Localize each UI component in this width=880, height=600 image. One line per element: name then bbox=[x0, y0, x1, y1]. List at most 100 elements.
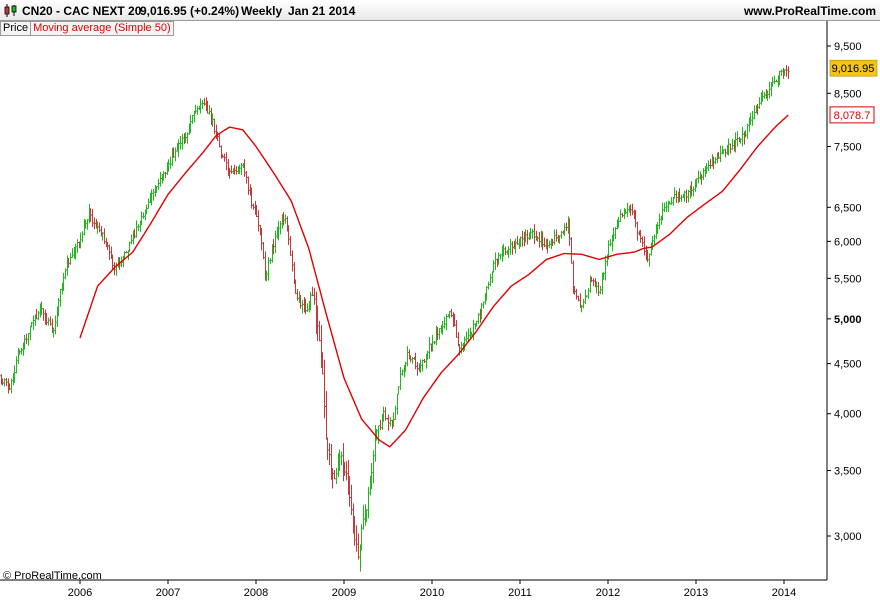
price-bar bbox=[705, 163, 708, 174]
price-bar bbox=[590, 276, 593, 283]
price-bar bbox=[480, 303, 483, 320]
price-bar bbox=[489, 273, 492, 287]
price-bar bbox=[199, 98, 202, 114]
price-bar bbox=[299, 294, 302, 309]
price-bar bbox=[108, 244, 111, 260]
price-bar bbox=[538, 231, 541, 248]
price-bar bbox=[135, 220, 138, 238]
price-bar bbox=[152, 188, 155, 201]
price-bar bbox=[243, 159, 246, 177]
price-bar bbox=[673, 187, 676, 199]
price-bar bbox=[397, 386, 400, 395]
price-bar bbox=[516, 235, 519, 245]
price-bar bbox=[282, 212, 285, 226]
y-tick-label: 3,500 bbox=[834, 465, 862, 477]
price-bar bbox=[309, 291, 312, 311]
price-bar bbox=[172, 147, 175, 158]
y-tick-label: 6,500 bbox=[834, 202, 862, 214]
price-bar bbox=[592, 278, 595, 287]
price-bar bbox=[76, 239, 79, 254]
y-tick-label: 3,000 bbox=[834, 531, 862, 543]
price-bar bbox=[428, 336, 431, 359]
price-bar bbox=[313, 287, 316, 305]
price-bar bbox=[365, 509, 368, 523]
price-bar bbox=[348, 475, 351, 507]
price-bar bbox=[62, 272, 65, 291]
price-bar bbox=[763, 92, 766, 99]
price-bar bbox=[194, 104, 197, 114]
price-bar bbox=[463, 336, 466, 351]
price-bar bbox=[272, 238, 275, 255]
price-bar bbox=[287, 225, 290, 246]
price-bar bbox=[30, 321, 33, 328]
price-bar bbox=[52, 327, 55, 338]
price-bar bbox=[355, 525, 358, 552]
price-bar bbox=[541, 231, 544, 251]
price-bar bbox=[296, 289, 299, 301]
price-bar bbox=[208, 104, 211, 115]
price-bar bbox=[646, 250, 649, 263]
price-bar bbox=[89, 208, 92, 222]
price-bar bbox=[133, 228, 136, 239]
price-bar bbox=[29, 326, 32, 341]
price-bar bbox=[453, 313, 456, 327]
price-bar bbox=[785, 65, 788, 77]
price-bar bbox=[15, 356, 18, 374]
legend-moving-average[interactable]: Moving average (Simple 50) bbox=[31, 21, 174, 36]
price-bar bbox=[157, 178, 160, 190]
price-bar bbox=[533, 224, 536, 245]
price-bar bbox=[84, 219, 87, 229]
last-price-label: 9,016.95 bbox=[832, 63, 875, 75]
price-bar bbox=[186, 132, 189, 144]
price-bar bbox=[656, 222, 659, 235]
y-tick-label: 4,000 bbox=[834, 409, 862, 421]
price-bar bbox=[181, 134, 184, 150]
legend-price[interactable]: Price bbox=[0, 21, 32, 36]
price-bar bbox=[69, 253, 72, 265]
price-bar bbox=[406, 346, 409, 367]
y-axis: 3,000 3,500 4,000 4,500 5,000 5,500 6,000 6,500… bbox=[827, 41, 862, 543]
price-bar bbox=[639, 229, 642, 243]
price-bar bbox=[252, 203, 255, 210]
price-bar bbox=[362, 504, 365, 530]
price-bar bbox=[269, 258, 272, 264]
price-bar bbox=[536, 235, 539, 242]
price-badges: 9,016.95 8,078.7 bbox=[829, 59, 878, 124]
price-bar bbox=[335, 468, 338, 484]
price-bar bbox=[164, 171, 167, 179]
period-label[interactable]: Weekly bbox=[241, 4, 283, 18]
price-bar bbox=[79, 232, 82, 249]
price-bar bbox=[20, 347, 23, 355]
price-bar bbox=[262, 241, 265, 260]
price-bar bbox=[756, 104, 759, 115]
price-bar bbox=[221, 154, 224, 158]
price-bar bbox=[548, 240, 551, 248]
y-tick-label: 7,500 bbox=[834, 141, 862, 153]
price-bar bbox=[448, 310, 451, 319]
price-bar bbox=[125, 251, 128, 254]
price-bar bbox=[150, 189, 153, 206]
price-bar bbox=[167, 159, 170, 172]
price-bar bbox=[159, 171, 162, 187]
price-bar bbox=[384, 407, 387, 421]
brand-link[interactable]: www.ProRealTime.com bbox=[743, 4, 876, 18]
price-bar bbox=[690, 181, 693, 197]
price-bar bbox=[736, 131, 739, 147]
price-bar bbox=[101, 232, 104, 241]
price-bar bbox=[353, 516, 356, 546]
price-bar bbox=[558, 235, 561, 244]
moving-average-line bbox=[79, 114, 789, 448]
price-bar bbox=[294, 279, 297, 295]
price-bar bbox=[604, 255, 607, 281]
price-bar bbox=[499, 253, 502, 260]
price-bar bbox=[206, 100, 209, 114]
price-bar bbox=[331, 468, 334, 489]
price-bar bbox=[653, 234, 656, 245]
price-bar bbox=[575, 288, 578, 300]
price-bar bbox=[467, 328, 470, 342]
price-bar bbox=[32, 315, 35, 330]
price-bar bbox=[482, 301, 485, 309]
price-bar bbox=[284, 214, 287, 224]
price-bar bbox=[389, 417, 392, 427]
